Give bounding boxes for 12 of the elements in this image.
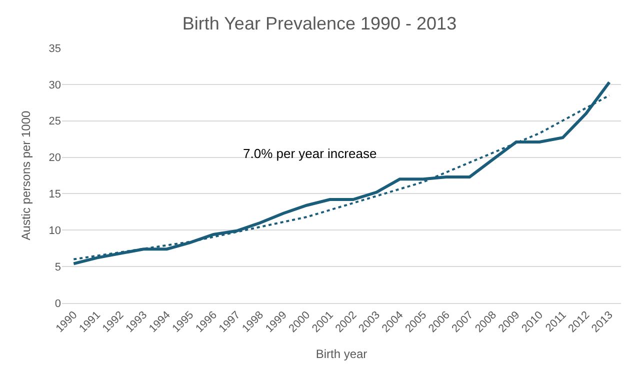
x-axis-title: Birth year [316, 346, 368, 361]
chart-title: Birth Year Prevalence 1990 - 2013 [182, 13, 457, 34]
y-tick-label: 10 [48, 224, 61, 237]
y-tick-label: 30 [48, 79, 61, 92]
y-tick-label: 0 [54, 298, 61, 310]
y-tick-label: 15 [48, 188, 61, 201]
y-tick-label: 5 [54, 261, 61, 274]
y-axis-title: Austic persons per 1000 [19, 110, 34, 240]
y-tick-label: 20 [48, 152, 61, 164]
y-tick-label: 25 [48, 116, 61, 128]
y-tick-label: 35 [48, 42, 61, 55]
annotation: 7.0% per year increase [243, 146, 377, 161]
